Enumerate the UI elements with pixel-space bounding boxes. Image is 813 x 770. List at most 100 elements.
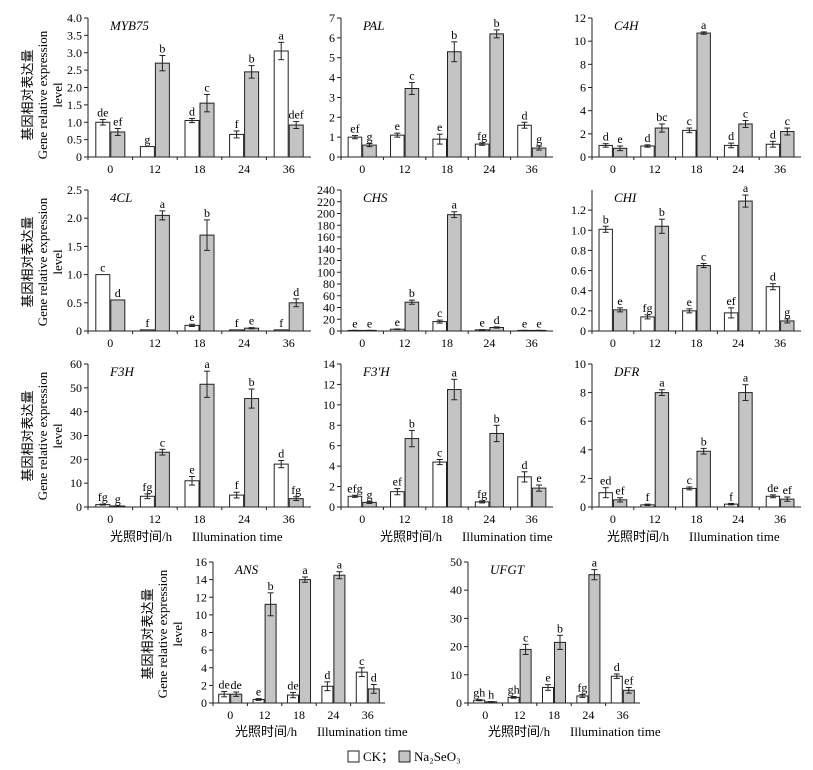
x-tick-label: 0 <box>482 708 488 722</box>
row1-ylabel: 基因相对表达量 Gene relative expression level <box>20 30 65 159</box>
bar-na2seo3 <box>447 389 462 508</box>
y-tick-label: 0 <box>201 696 207 710</box>
x-tick-label: 36 <box>283 336 295 350</box>
xtitle-row3-right: 光照时间/h Illumination time <box>607 529 780 544</box>
y-tick-label: 4 <box>580 104 586 118</box>
x-tick-label: 36 <box>362 708 374 722</box>
y-tick-label: 4.0 <box>67 11 82 25</box>
significance-letter: e <box>617 294 622 308</box>
significance-letter: c <box>523 630 528 644</box>
bar-ck <box>273 463 289 508</box>
bar-ck <box>610 675 623 704</box>
y-tick-label: 30 <box>450 611 462 625</box>
x-tick-label: 36 <box>526 162 538 176</box>
y-tick-label: 8 <box>580 57 586 71</box>
significance-letter: g <box>536 132 542 146</box>
y-tick-label: 2.5 <box>67 63 82 77</box>
x-tick-label: 12 <box>149 512 161 526</box>
significance-letter: de <box>219 678 230 692</box>
legend-na2seo3-swatch <box>398 750 411 763</box>
bar-na2seo3 <box>333 574 346 704</box>
y-tick-label: 0.4 <box>571 284 586 298</box>
significance-letter: a <box>452 365 458 379</box>
y-tick-label: 80 <box>323 277 335 291</box>
bar-na2seo3 <box>404 301 420 332</box>
y-tick-label: 1.0 <box>67 115 82 129</box>
y-tick-label: 10 <box>323 398 335 412</box>
panel-title: C4H <box>614 18 639 33</box>
y-tick-label: 20 <box>70 452 82 466</box>
xtitle-row4-right: 光照时间/h Illumination time <box>488 724 661 739</box>
y-tick-label: 3.5 <box>67 28 82 42</box>
x-tick-label: 36 <box>617 708 629 722</box>
xlabel-cn: 光照时间/h <box>235 724 298 739</box>
y-tick-label: 50 <box>70 381 82 395</box>
ylabel-cn: 基因相对表达量 <box>20 390 35 481</box>
y-tick-label: 4 <box>201 661 207 675</box>
significance-letter: fg <box>577 681 587 695</box>
y-tick-label: 10 <box>574 357 586 371</box>
bar-ck <box>229 329 245 332</box>
bar-na2seo3 <box>612 309 628 332</box>
x-tick-label: 18 <box>548 708 560 722</box>
significance-letter: ef <box>783 483 792 497</box>
bar-na2seo3 <box>447 51 462 158</box>
significance-letter: e <box>256 685 261 699</box>
bar-na2seo3 <box>738 392 753 508</box>
significance-letter: a <box>743 181 749 195</box>
y-tick-label: 2.0 <box>67 81 82 95</box>
y-tick-label: 3 <box>329 90 335 104</box>
significance-letter: c <box>100 261 105 275</box>
xlabel-en: Illumination time <box>317 724 408 739</box>
significance-letter: a <box>337 558 343 572</box>
y-tick-label: 0 <box>76 150 82 164</box>
x-tick-label: 24 <box>238 162 250 176</box>
y-tick-label: 6 <box>580 81 586 95</box>
significance-letter: d <box>614 660 620 674</box>
ylabel-en-2: level <box>50 249 65 275</box>
bar-na2seo3 <box>696 265 711 332</box>
xlabel-en: Illumination time <box>570 724 661 739</box>
y-tick-label: 16 <box>195 555 207 569</box>
significance-letter: f <box>235 478 239 492</box>
bar-ck <box>517 124 532 158</box>
x-tick-label: 36 <box>774 512 786 526</box>
bar-na2seo3 <box>489 432 504 508</box>
x-tick-label: 12 <box>399 512 411 526</box>
xlabel-cn: 光照时间/h <box>488 724 551 739</box>
row4-ylabel: 基因相对表达量 Gene relative expression level <box>140 569 185 698</box>
bar-na2seo3 <box>738 200 753 332</box>
significance-letter: e <box>189 310 194 324</box>
significance-letter: a <box>160 197 166 211</box>
bar-ck <box>95 274 111 332</box>
x-tick-label: 0 <box>610 512 616 526</box>
xlabel-en: Illumination time <box>462 529 553 544</box>
ylabel-en-2: level <box>170 621 185 647</box>
y-tick-label: 10 <box>195 608 207 622</box>
y-tick-label: 10 <box>450 668 462 682</box>
panel-title: CHS <box>363 190 388 205</box>
x-tick-label: 12 <box>399 336 411 350</box>
significance-letter: efg <box>347 481 362 495</box>
bar-na2seo3 <box>199 383 215 508</box>
ylabel-en-1: Gene relative expression <box>35 197 50 326</box>
bar-na2seo3 <box>288 124 304 158</box>
y-tick-label: 12 <box>195 590 207 604</box>
significance-letter: e <box>395 119 400 133</box>
y-tick-label: 8 <box>201 626 207 640</box>
significance-letter: c <box>359 654 364 668</box>
y-tick-label: 240 <box>317 183 335 197</box>
bar-na2seo3 <box>489 33 504 158</box>
bar-na2seo3 <box>738 123 753 158</box>
significance-letter: e <box>545 671 550 685</box>
row2-ylabel: 基因相对表达量 Gene relative expression level <box>20 197 65 326</box>
x-tick-label: 18 <box>691 336 703 350</box>
significance-letter: d <box>324 668 330 682</box>
y-tick-label: 40 <box>450 583 462 597</box>
y-tick-label: 1.0 <box>67 268 82 282</box>
bar-ck <box>139 329 155 332</box>
x-tick-label: 18 <box>194 162 206 176</box>
y-tick-label: 14 <box>195 573 207 587</box>
